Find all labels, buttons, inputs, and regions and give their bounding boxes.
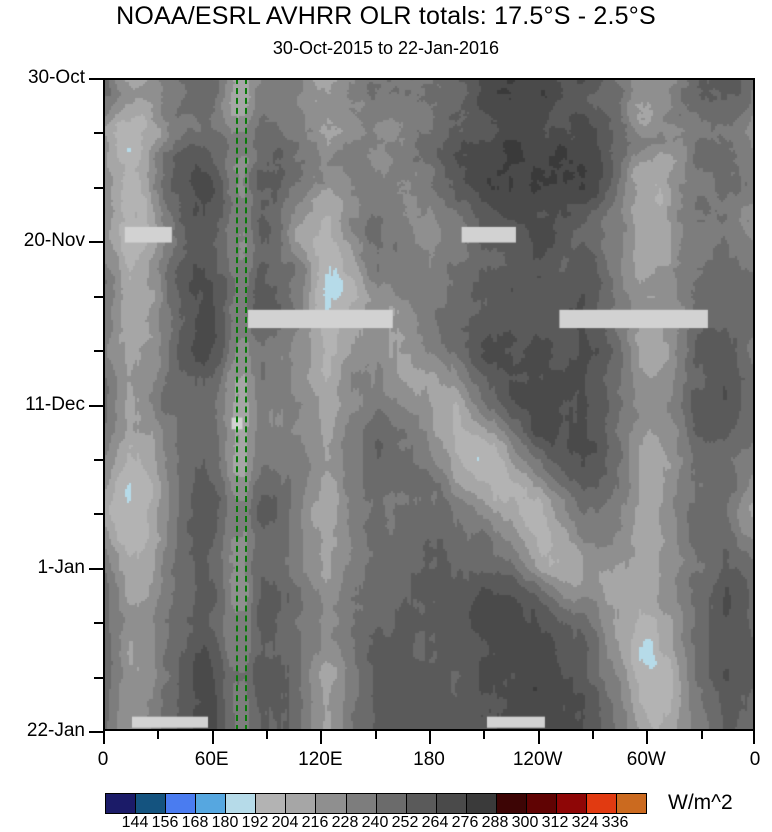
colorbar-tick-label: 204 [271, 814, 299, 831]
colorbar-swatch [587, 794, 618, 813]
colorbar-swatch [556, 794, 587, 813]
page-title: NOAA/ESRL AVHRR OLR totals: 17.5°S - 2.5… [116, 2, 656, 30]
longitude-tick-label: 0 [97, 749, 109, 770]
longitude-tick-label: 180 [413, 749, 445, 770]
colorbar-swatch [136, 794, 167, 813]
time-tick-label: 20-Nov [23, 230, 85, 252]
colorbar-swatch [346, 794, 377, 813]
colorbar-tick-label: 228 [331, 814, 359, 831]
colorbar-swatch [316, 794, 347, 813]
colorbar-tick-label: 276 [451, 814, 479, 831]
longitude-tick-label: 60W [626, 749, 666, 770]
time-tick-major [89, 78, 103, 80]
time-tick-minor [94, 295, 103, 298]
time-tick-major [89, 404, 103, 407]
colorbar-tick-label: 252 [391, 814, 419, 831]
time-tick-label: 1-Jan [37, 556, 85, 578]
time-tick-label: 11-Dec [25, 393, 85, 415]
colorbar-swatch [256, 794, 287, 813]
olr-heatmap-canvas [103, 78, 755, 731]
time-tick-major [89, 731, 103, 733]
colorbar-tick-label: 336 [601, 814, 629, 831]
colorbar-tick-label: 156 [151, 814, 179, 831]
time-tick-minor [94, 458, 103, 461]
time-tick-minor [94, 513, 103, 516]
colorbar-unit-label: W/m^2 [668, 791, 733, 814]
colorbar-tick-label: 288 [481, 814, 509, 831]
longitude-tick-minor [483, 731, 486, 739]
colorbar-swatch [376, 794, 407, 813]
time-tick-minor [94, 132, 103, 135]
longitude-tick-minor [592, 731, 594, 739]
time-tick-label: 22-Jan [26, 720, 85, 741]
colorbar-swatch [406, 794, 437, 813]
time-tick-minor [94, 676, 103, 679]
colorbar-tick-label: 192 [241, 814, 269, 831]
longitude-tick-major [211, 731, 214, 744]
colorbar-swatch [106, 794, 137, 813]
colorbar-tick-label: 180 [211, 814, 239, 831]
colorbar-swatch [286, 794, 317, 813]
colorbar-swatch [166, 794, 197, 813]
colorbar-tick-label: 324 [571, 814, 599, 831]
colorbar-swatch [496, 794, 527, 813]
time-tick-major [89, 241, 103, 244]
longitude-tick-major [646, 731, 649, 744]
colorbar-swatch [617, 794, 647, 813]
longitude-tick-minor [157, 731, 160, 739]
colorbar-swatches [105, 793, 647, 814]
plot-area: 30-Oct 20-Nov 11-Dec 1-Jan 22-Jan 0 60E 120E 18… [24, 67, 761, 770]
time-tick-major [89, 567, 103, 570]
longitude-axis: 0 60E 120E 180 120W 60W 0 [98, 731, 760, 791]
longitude-tick-major [753, 731, 755, 744]
colorbar-swatch [226, 794, 257, 813]
colorbar-tick-label: 312 [541, 814, 569, 831]
longitude-tick-major [429, 731, 431, 744]
longitude-tick-label: 0 [749, 749, 761, 770]
longitude-tick-label: 60E [194, 749, 229, 770]
time-tick-minor [94, 186, 103, 189]
colorbar-tick-label: 264 [421, 814, 449, 831]
longitude-tick-minor [266, 731, 268, 739]
colorbar-tick-label: 144 [121, 814, 149, 831]
time-tick-minor [94, 622, 103, 625]
colorbar-tick-label: 300 [511, 814, 539, 831]
colorbar-tick-label: 216 [301, 814, 329, 831]
colorbar-tick-label: 168 [181, 814, 209, 831]
colorbar-swatch [436, 794, 467, 813]
colorbar: 144 156 168 180 192 204 216 228 240 252 264 276 288 3… [105, 793, 647, 831]
chart-subtitle: 30-Oct-2015 to 22-Jan-2016 [272, 38, 500, 58]
time-tick-minor [94, 350, 103, 353]
colorbar-swatch [526, 794, 557, 813]
longitude-tick-label: 120E [298, 749, 343, 770]
longitude-tick-major [537, 731, 540, 744]
longitude-tick-major [320, 731, 323, 744]
longitude-tick-minor [700, 731, 703, 739]
longitude-tick-label: 120W [512, 749, 563, 770]
colorbar-swatch [466, 794, 497, 813]
colorbar-swatch [196, 794, 227, 813]
time-tick-label: 30-Oct [27, 67, 85, 88]
longitude-tick-major [103, 731, 105, 744]
colorbar-tick-label: 240 [361, 814, 389, 831]
longitude-tick-minor [374, 731, 377, 739]
